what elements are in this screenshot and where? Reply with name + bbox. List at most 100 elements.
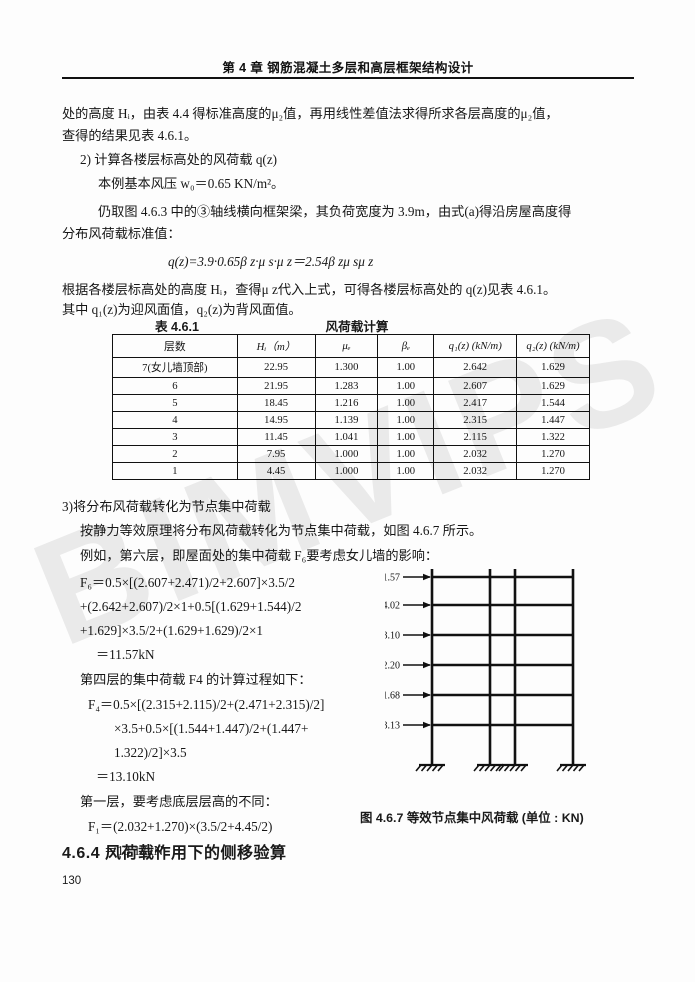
table-cell: 2.607 bbox=[433, 377, 518, 395]
support-hatch bbox=[567, 764, 574, 772]
table-cell: 5 bbox=[112, 394, 238, 412]
paragraph-line: 例如，第六层，即屋面处的集中荷载 F₆要考虑女儿墙的影响： bbox=[80, 548, 439, 563]
support-hatch bbox=[437, 764, 444, 772]
support-hatch bbox=[415, 764, 422, 772]
support-hatch bbox=[556, 764, 563, 772]
load-label-4: 12.20 bbox=[385, 661, 400, 672]
figure-caption: 图 4.6.7 等效节点集中风荷载 (单位 : KN) bbox=[360, 811, 584, 825]
table-cell: 1.00 bbox=[377, 411, 435, 429]
table-cell: 2.032 bbox=[433, 445, 518, 463]
table-cell: 1.139 bbox=[314, 411, 379, 429]
table-number: 表 4.6.1 bbox=[154, 320, 200, 334]
page-number: 130 bbox=[62, 875, 82, 887]
support-hatch bbox=[489, 764, 497, 772]
support-hatch bbox=[503, 764, 511, 772]
paragraph-line: 仍取图 4.6.3 中的③轴线横向框架梁，其负荷宽度为 3.9m，由式(a)得沿… bbox=[98, 204, 572, 219]
paragraph-line: 处的高度 Hᵢ，由表 4.4 得标准高度的μ₂值，再用线性差值法求得所求各层高度… bbox=[62, 106, 559, 121]
table-cell: 1.300 bbox=[314, 357, 379, 378]
support-hatch bbox=[473, 764, 480, 772]
table-cell: 1.447 bbox=[516, 411, 590, 429]
table-row: 4 14.95 1.139 1.00 2.315 1.447 bbox=[112, 411, 590, 429]
table-header-cell: q₁(z) (kN/m) bbox=[433, 334, 518, 358]
table-cell: 1.629 bbox=[516, 357, 590, 378]
f4-intro: 第四层的集中荷载 F4 的计算过程如下： bbox=[80, 672, 312, 687]
support-hatch bbox=[420, 764, 428, 772]
table-row: 7(女儿墙顶部) 22.95 1.300 1.00 2.642 1.629 bbox=[112, 357, 590, 378]
table-cell: 14.95 bbox=[236, 411, 316, 429]
load-arrow-head-2 bbox=[423, 601, 431, 609]
formula-f1-line1: F₁＝(2.032+1.270)×(3.5/2+4.45/2) bbox=[88, 819, 273, 834]
table-cell: 1.00 bbox=[377, 377, 435, 395]
table-cell: 1.041 bbox=[314, 428, 379, 446]
table-cell: 1.270 bbox=[516, 445, 590, 463]
support-hatch bbox=[498, 764, 505, 772]
support-hatch bbox=[514, 764, 522, 772]
load-arrow-head-6 bbox=[423, 721, 431, 729]
table-cell: 21.95 bbox=[236, 377, 316, 395]
table-caption: 表 4.6.1 风荷载计算 bbox=[112, 316, 590, 335]
table-cell: 2.115 bbox=[433, 428, 518, 446]
formula-qz: q(z)=3.9·0.65β z·μ s·μ z＝2.54β zμ sμ z bbox=[168, 254, 374, 269]
formula-f6-result: ＝11.57kN bbox=[96, 647, 155, 662]
table-cell: 1.000 bbox=[314, 445, 379, 463]
load-arrow-head-1 bbox=[423, 573, 431, 581]
load-arrow-head-5 bbox=[423, 691, 431, 699]
wind-load-table: 层数 Hᵢ（m） μₑ βₑ q₁(z) (kN/m) q₂(z) (kN/m) 7(女儿墙… bbox=[112, 334, 590, 480]
load-label-5: 11.68 bbox=[385, 691, 400, 702]
formula-f6-line1: F₆＝0.5×[(2.607+2.471)/2+2.607]×3.5/2 bbox=[80, 575, 295, 590]
frame-diagram: 11.57 14.02 13.10 12.20 11.68 13.13 bbox=[378, 565, 625, 810]
table-cell: 22.95 bbox=[236, 357, 316, 378]
load-label-2: 14.02 bbox=[385, 601, 400, 612]
table-cell: 1.270 bbox=[516, 462, 590, 480]
formula-f6-line2: +(2.642+2.607)/2×1+0.5[(1.629+1.544)/2 bbox=[80, 599, 302, 614]
table-cell: 2.642 bbox=[433, 357, 518, 378]
table-row: 1 4.45 1.000 1.00 2.032 1.270 bbox=[112, 462, 590, 480]
table-cell: 1.00 bbox=[377, 357, 435, 378]
table-header-cell: βₑ bbox=[377, 334, 435, 358]
running-head: 第 4 章 钢筋混凝土多层和高层框架结构设计 bbox=[222, 61, 474, 75]
table-header-cell: 层数 bbox=[112, 334, 238, 358]
paragraph-line: 按静力等效原理将分布风荷载转化为节点集中荷载，如图 4.6.7 所示。 bbox=[80, 523, 483, 538]
support-hatch bbox=[520, 764, 527, 772]
support-hatch bbox=[484, 764, 491, 772]
section-heading: 4.6.4 风荷载作用下的侧移验算 bbox=[62, 845, 287, 862]
table-cell: 11.45 bbox=[236, 428, 316, 446]
table-cell: 7(女儿墙顶部) bbox=[112, 357, 238, 378]
table-cell: 7.95 bbox=[236, 445, 316, 463]
load-arrow-head-3 bbox=[423, 631, 431, 639]
paragraph-line: 本例基本风压 w₀＝0.65 KN/m²。 bbox=[98, 176, 285, 191]
table-cell: 6 bbox=[112, 377, 238, 395]
formula-f1-result: ＝13.13kN bbox=[104, 843, 163, 858]
paragraph-line: 分布风荷载标准值： bbox=[62, 226, 181, 241]
paragraph-line: 查得的结果见表 4.6.1。 bbox=[62, 128, 198, 143]
table-cell: 1.322 bbox=[516, 428, 590, 446]
table-cell: 1.00 bbox=[377, 394, 435, 412]
table-cell: 1.544 bbox=[516, 394, 590, 412]
support-hatch bbox=[495, 764, 502, 772]
list-item-3: 3)将分布风荷载转化为节点集中荷载 bbox=[62, 499, 271, 514]
table-cell: 4 bbox=[112, 411, 238, 429]
table-cell: 2.032 bbox=[433, 462, 518, 480]
support-hatch bbox=[431, 764, 439, 772]
table-header-cell: q₂(z) (kN/m) bbox=[516, 334, 590, 358]
table-header-cell: μₑ bbox=[314, 334, 379, 358]
frame-diagram-svg: 11.57 14.02 13.10 12.20 11.68 13.13 bbox=[378, 569, 586, 772]
load-label-1: 11.57 bbox=[385, 573, 400, 584]
table-cell: 18.45 bbox=[236, 394, 316, 412]
table-title: 风荷载计算 bbox=[325, 320, 389, 334]
table-cell: 1.000 bbox=[314, 462, 379, 480]
table-cell: 1.283 bbox=[314, 377, 379, 395]
table-cell: 1.216 bbox=[314, 394, 379, 412]
support-hatch bbox=[572, 764, 580, 772]
header-rule bbox=[62, 77, 634, 79]
formula-f4-result: ＝13.10kN bbox=[96, 769, 155, 784]
support-hatch bbox=[509, 764, 516, 772]
formula-f4-line3: 1.322)/2]×3.5 bbox=[114, 745, 187, 760]
table-cell: 1.00 bbox=[377, 462, 435, 480]
table-cell: 4.45 bbox=[236, 462, 316, 480]
paragraph-line: 根据各楼层标高处的高度 Hᵢ，查得μ z代入上式，可得各楼层标高处的 q(z)见… bbox=[62, 282, 557, 297]
support-hatch bbox=[478, 764, 486, 772]
support-hatch bbox=[578, 764, 585, 772]
support-hatch bbox=[561, 764, 569, 772]
